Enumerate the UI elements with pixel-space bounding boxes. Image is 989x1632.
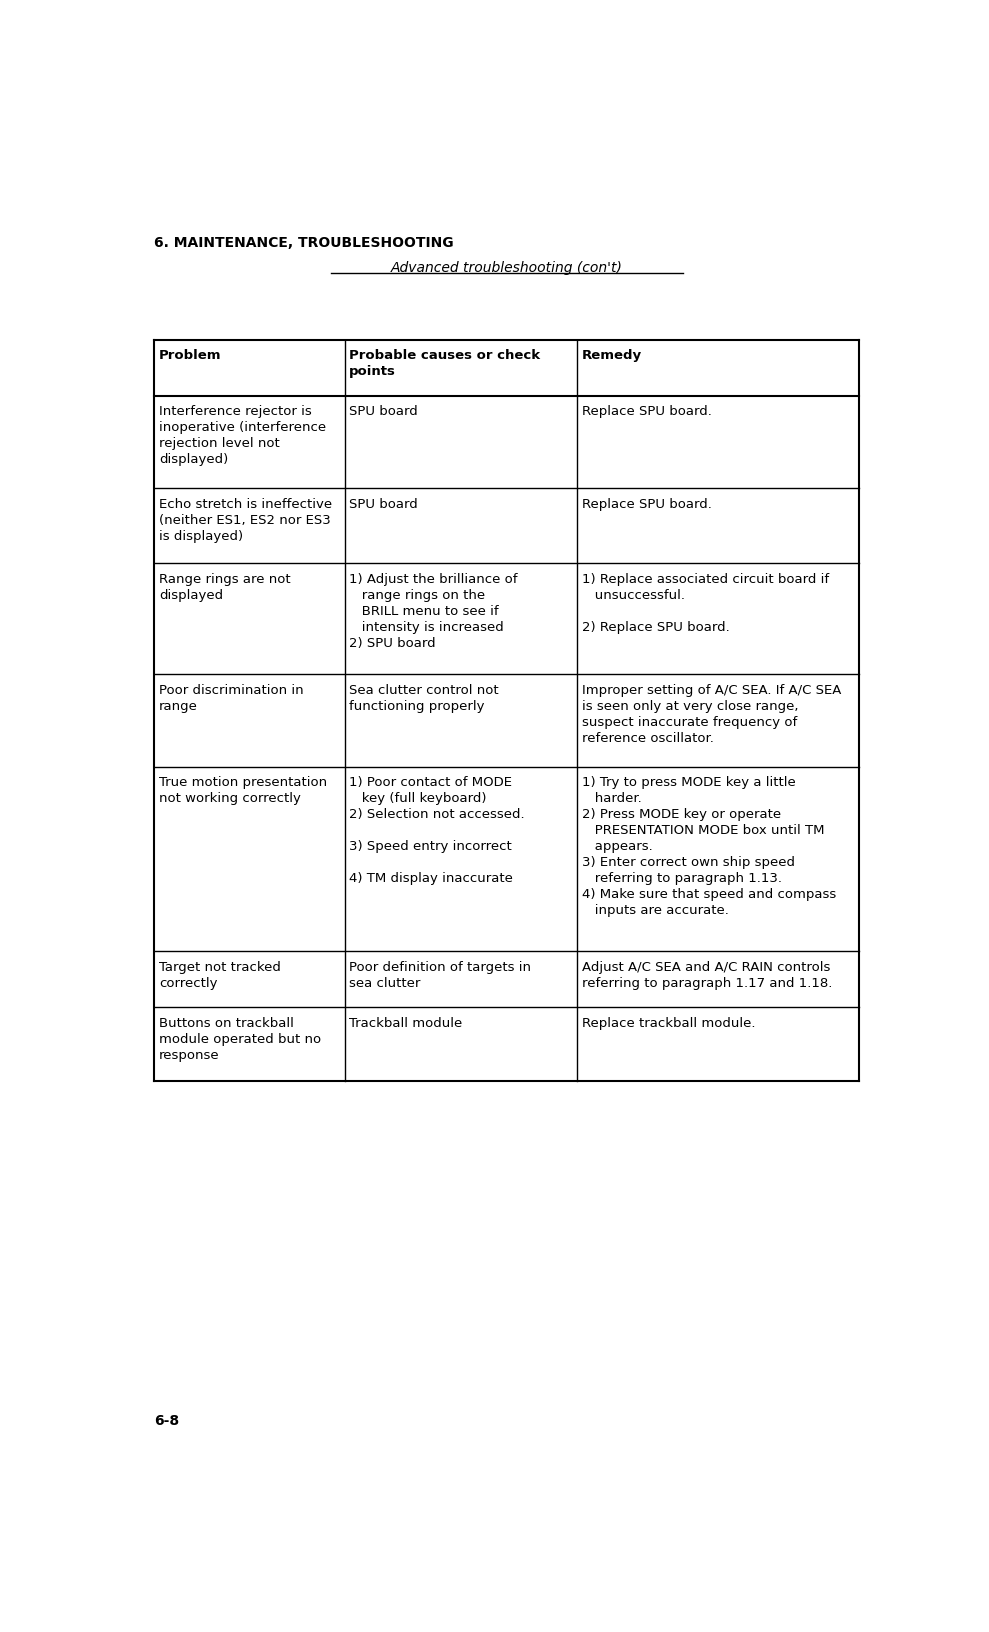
Text: Trackball module: Trackball module: [349, 1017, 463, 1030]
Text: Buttons on trackball
module operated but no
response: Buttons on trackball module operated but…: [159, 1017, 321, 1061]
Text: SPU board: SPU board: [349, 498, 418, 511]
Text: Sea clutter control not
functioning properly: Sea clutter control not functioning prop…: [349, 684, 498, 712]
Text: 1) Replace associated circuit board if
   unsuccessful.

2) Replace SPU board.: 1) Replace associated circuit board if u…: [582, 573, 829, 633]
Text: Interference rejector is
inoperative (interference
rejection level not
displayed: Interference rejector is inoperative (in…: [159, 405, 326, 467]
Text: Problem: Problem: [159, 349, 222, 362]
Text: Target not tracked
correctly: Target not tracked correctly: [159, 960, 281, 989]
Text: 1) Adjust the brilliance of
   range rings on the
   BRILL menu to see if
   int: 1) Adjust the brilliance of range rings …: [349, 573, 518, 650]
Text: Range rings are not
displayed: Range rings are not displayed: [159, 573, 291, 601]
Text: Poor definition of targets in
sea clutter: Poor definition of targets in sea clutte…: [349, 960, 531, 989]
Text: Remedy: Remedy: [582, 349, 642, 362]
Text: 1) Try to press MODE key a little
   harder.
2) Press MODE key or operate
   PRE: 1) Try to press MODE key a little harder…: [582, 775, 837, 917]
Text: Improper setting of A/C SEA. If A/C SEA
is seen only at very close range,
suspec: Improper setting of A/C SEA. If A/C SEA …: [582, 684, 842, 744]
Text: Poor discrimination in
range: Poor discrimination in range: [159, 684, 304, 712]
Text: True motion presentation
not working correctly: True motion presentation not working cor…: [159, 775, 327, 805]
Text: Replace SPU board.: Replace SPU board.: [582, 405, 712, 418]
Text: SPU board: SPU board: [349, 405, 418, 418]
Text: Replace trackball module.: Replace trackball module.: [582, 1017, 756, 1030]
Text: 6. MAINTENANCE, TROUBLESHOOTING: 6. MAINTENANCE, TROUBLESHOOTING: [154, 237, 454, 250]
Text: 6-8: 6-8: [154, 1413, 179, 1428]
Text: Replace SPU board.: Replace SPU board.: [582, 498, 712, 511]
Text: Echo stretch is ineffective
(neither ES1, ES2 nor ES3
is displayed): Echo stretch is ineffective (neither ES1…: [159, 498, 332, 543]
Text: Probable causes or check
points: Probable causes or check points: [349, 349, 540, 379]
Text: Advanced troubleshooting (con't): Advanced troubleshooting (con't): [391, 261, 623, 276]
Text: 1) Poor contact of MODE
   key (full keyboard)
2) Selection not accessed.

3) Sp: 1) Poor contact of MODE key (full keyboa…: [349, 775, 525, 885]
Text: Adjust A/C SEA and A/C RAIN controls
referring to paragraph 1.17 and 1.18.: Adjust A/C SEA and A/C RAIN controls ref…: [582, 960, 833, 989]
